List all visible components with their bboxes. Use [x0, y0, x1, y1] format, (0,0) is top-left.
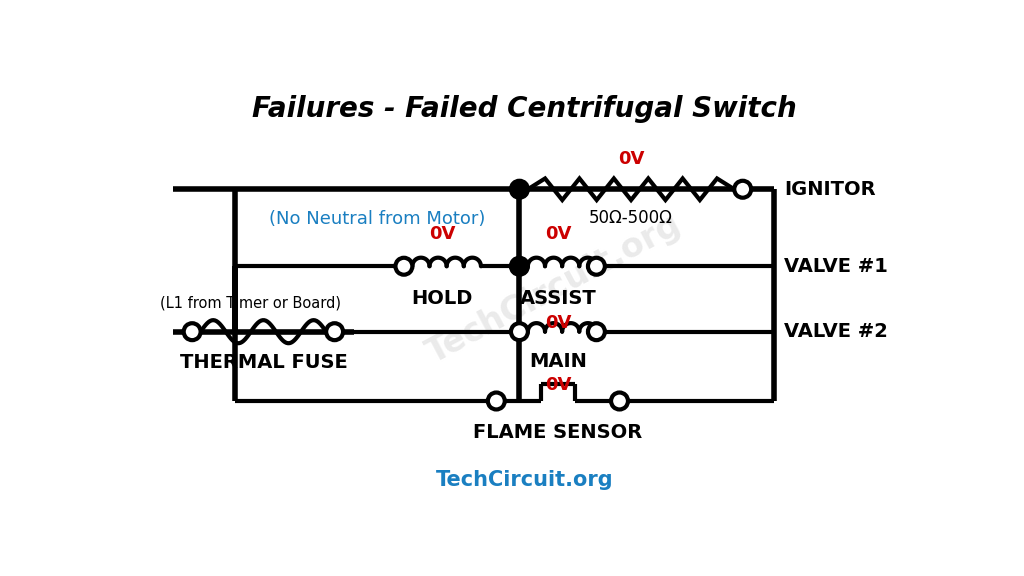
Circle shape — [511, 258, 528, 275]
Circle shape — [588, 258, 605, 275]
Text: (No Neutral from Motor): (No Neutral from Motor) — [269, 210, 485, 228]
Text: FLAME SENSOR: FLAME SENSOR — [473, 423, 642, 442]
Circle shape — [511, 323, 528, 340]
Text: 0V: 0V — [617, 150, 644, 168]
Text: Failures - Failed Centrifugal Switch: Failures - Failed Centrifugal Switch — [253, 95, 797, 123]
Circle shape — [326, 323, 343, 340]
Text: 0V: 0V — [545, 225, 571, 243]
Circle shape — [588, 323, 605, 340]
Circle shape — [487, 392, 505, 410]
Circle shape — [395, 258, 413, 275]
Text: 0V: 0V — [545, 314, 571, 332]
Circle shape — [183, 323, 201, 340]
Text: ASSIST: ASSIST — [519, 289, 596, 308]
Text: IGNITOR: IGNITOR — [784, 180, 876, 199]
Circle shape — [511, 181, 528, 198]
Text: VALVE #2: VALVE #2 — [784, 322, 888, 341]
Text: TechCircuit.org: TechCircuit.org — [436, 470, 613, 490]
Text: (L1 from Timer or Board): (L1 from Timer or Board) — [160, 295, 341, 310]
Text: VALVE #1: VALVE #1 — [784, 257, 888, 276]
Circle shape — [510, 257, 528, 275]
Text: TechCircuit.org: TechCircuit.org — [421, 209, 687, 370]
Circle shape — [611, 392, 628, 410]
Text: THERMAL FUSE: THERMAL FUSE — [179, 353, 347, 372]
Text: 0V: 0V — [545, 376, 571, 395]
Text: 50Ω-500Ω: 50Ω-500Ω — [589, 209, 673, 228]
Text: MAIN: MAIN — [529, 353, 587, 372]
Circle shape — [734, 181, 752, 198]
Circle shape — [510, 180, 528, 199]
Text: HOLD: HOLD — [412, 289, 473, 308]
Text: 0V: 0V — [429, 225, 456, 243]
